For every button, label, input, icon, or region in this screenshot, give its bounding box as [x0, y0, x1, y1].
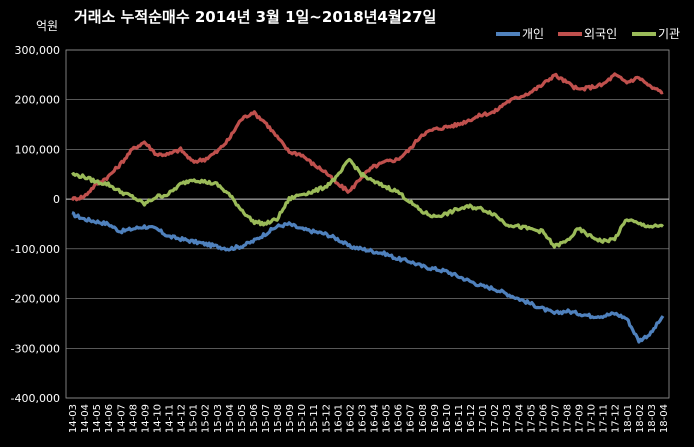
- legend-label: 기관: [658, 27, 680, 41]
- plot-area: [65, 49, 670, 399]
- x-tick-label: 17-02: [490, 404, 501, 433]
- x-tick-label: 17-04: [514, 404, 525, 433]
- x-tick-label: 15-02: [201, 404, 212, 433]
- x-tick-labels: 14-03 14-04 14-05 14-06 14-07 14-08 14-09 14-10…: [68, 404, 670, 433]
- x-tick-label: 15-11: [309, 404, 320, 433]
- legend-label: 외국인: [584, 27, 617, 41]
- x-tick-label: 16-03: [357, 404, 368, 433]
- x-tick-label: 18-01: [623, 404, 634, 433]
- chart-title: 거래소 누적순매수 2014년 3월 1일~2018년4월27일: [74, 8, 436, 26]
- x-tick-label: 17-06: [538, 404, 549, 433]
- x-tick-label: 15-12: [321, 404, 332, 433]
- x-tick-label: 15-01: [189, 404, 200, 433]
- x-tick-label: 16-12: [466, 404, 477, 433]
- x-tick-label: 14-06: [104, 404, 115, 433]
- x-tick-label: 14-04: [80, 404, 91, 433]
- x-tick-label: 18-02: [635, 404, 646, 433]
- x-tick-label: 14-09: [140, 404, 151, 433]
- x-tick-label: 14-07: [116, 404, 127, 433]
- unit-label: 억원: [36, 19, 58, 33]
- x-tick-label: 14-11: [165, 404, 176, 433]
- x-tick-label: 17-12: [611, 404, 622, 433]
- x-tick-label: 15-09: [285, 404, 296, 433]
- y-tick-label: -300,000: [11, 342, 60, 355]
- x-tick-label: 15-08: [273, 404, 284, 433]
- y-tick-label: 0: [53, 193, 60, 206]
- x-tick-label: 16-01: [333, 404, 344, 433]
- x-tick-label: 14-10: [152, 404, 163, 433]
- y-tick-labels: 300,000 200,000 100,000 0 -100,000 -200,000 -3…: [11, 44, 60, 405]
- x-tick-label: 17-11: [599, 404, 610, 433]
- series-lines: [70, 72, 665, 344]
- x-tick-label: 16-07: [406, 404, 417, 433]
- x-tick-label: 16-09: [430, 404, 441, 433]
- x-tick-label: 14-12: [177, 404, 188, 433]
- x-tick-label: 15-06: [249, 404, 260, 433]
- x-tick-label: 17-10: [587, 404, 598, 433]
- y-tick-label: 300,000: [15, 44, 61, 57]
- x-tick-label: 18-03: [647, 404, 658, 433]
- x-tick-label: 16-06: [394, 404, 405, 433]
- series-line-2: [70, 72, 664, 202]
- legend-label: 개인: [522, 27, 544, 41]
- x-tick-label: 17-09: [575, 404, 586, 433]
- y-tick-label: 200,000: [15, 94, 61, 107]
- x-tick-label: 15-05: [237, 404, 248, 433]
- x-tick-label: 18-04: [659, 404, 670, 433]
- x-tick-label: 16-05: [382, 404, 393, 433]
- y-tick-label: 100,000: [15, 143, 61, 156]
- series-line-3: [71, 157, 664, 249]
- x-tick-label: 14-05: [92, 404, 103, 433]
- x-tick-label: 17-03: [502, 404, 513, 433]
- x-tick-label: 15-03: [213, 404, 224, 433]
- x-tick-label: 14-08: [128, 404, 139, 433]
- y-tick-label: -400,000: [11, 392, 60, 405]
- gridlines: [66, 49, 669, 399]
- x-tick-label: 16-02: [345, 404, 356, 433]
- x-tick-label: 17-07: [550, 404, 561, 433]
- x-tick-label: 15-10: [297, 404, 308, 433]
- x-tick-label: 16-11: [454, 404, 465, 433]
- y-tick-label: -200,000: [11, 293, 60, 306]
- x-tick-label: 15-04: [225, 404, 236, 433]
- y-tick-label: -100,000: [11, 243, 60, 256]
- x-tick-label: 17-01: [478, 404, 489, 433]
- x-tick-label: 15-07: [261, 404, 272, 433]
- x-tick-label: 16-04: [370, 404, 381, 433]
- series-line-1: [71, 211, 665, 344]
- x-tick-label: 17-08: [562, 404, 573, 433]
- x-tick-label: 16-10: [442, 404, 453, 433]
- x-tick-label: 16-08: [418, 404, 429, 433]
- x-tick-label: 17-05: [526, 404, 537, 433]
- x-tick-label: 14-03: [68, 404, 79, 433]
- legend: 개인 외국인 기관: [496, 27, 680, 41]
